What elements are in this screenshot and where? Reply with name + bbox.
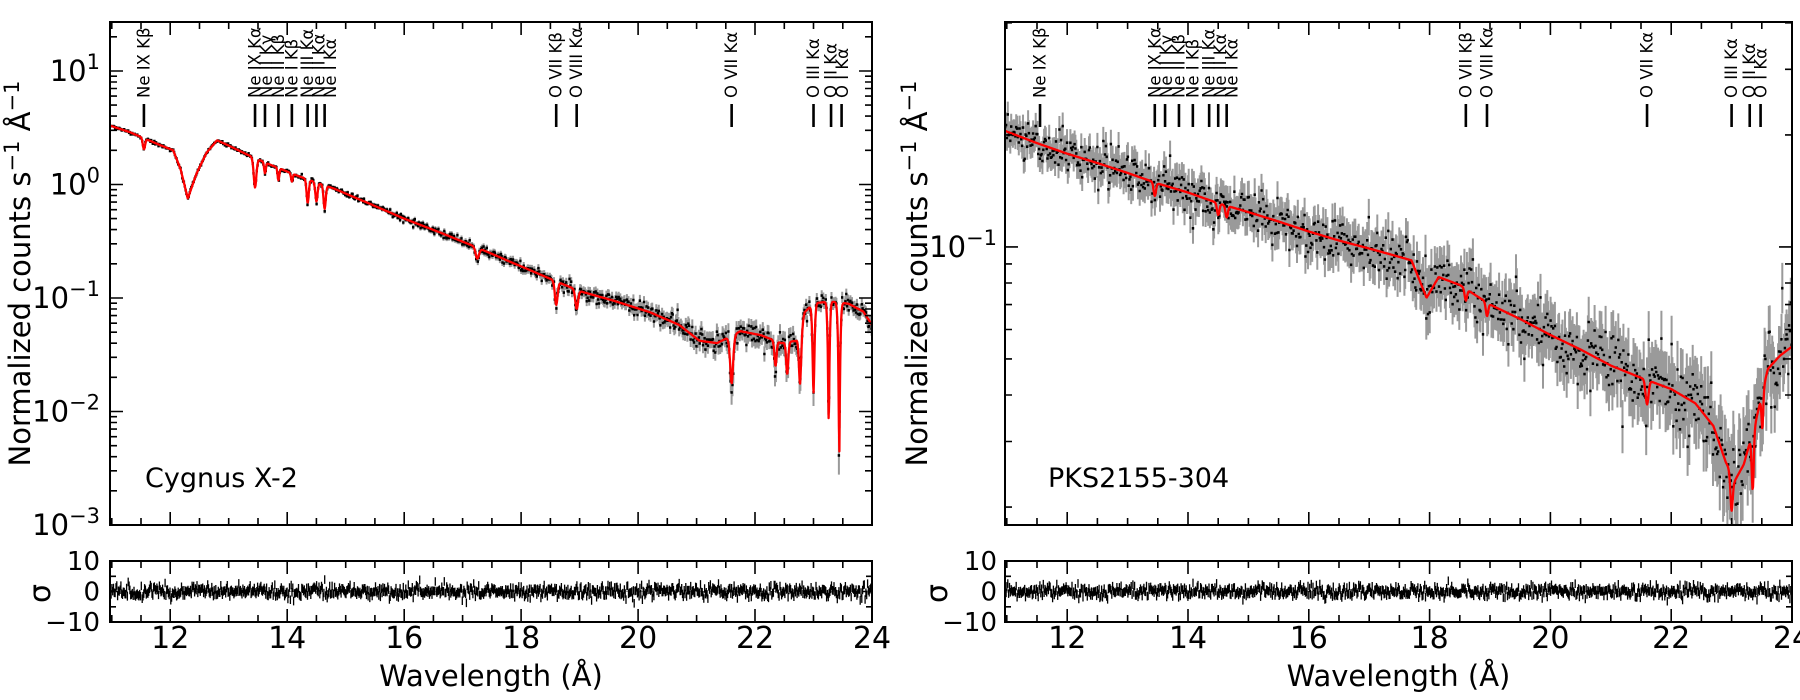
line-annotation-label: O VII Kα [722,32,741,98]
line-annotation-label: Ne II Kγ [1157,34,1176,98]
line-annotation-label: Ne IX Kα [1145,27,1164,98]
line-annotation-label: O I Kα [1752,48,1771,98]
y-tick-label: 10−1 [32,277,100,315]
line-annotation-label: Ne I Kβ [1183,39,1202,98]
line-annotation-label: Ne III Kα [1200,29,1219,98]
source-label: PKS2155-304 [1048,463,1229,494]
x-tick-label: 22 [1652,621,1690,656]
line-annotation-label: Ne II Kα [310,33,329,98]
axis-frame [1004,21,1793,526]
line-annotation-label: O VIII Kα [567,27,586,98]
source-label: Cygnus X-2 [145,463,298,494]
x-tick-label: 16 [385,621,423,656]
line-annotation-label: O VIII Kα [1477,27,1496,98]
line-annotation-label: O II Kα [1740,43,1759,98]
line-annotation-label: Ne I Kβ [282,39,301,98]
x-tick-label: 20 [1531,621,1569,656]
residuals-band [1005,576,1792,606]
model-line [1005,129,1792,512]
sigma-tick-label: 10 [964,547,997,577]
sigma-tick-label: 0 [980,578,997,608]
observed-errorbars [110,125,872,475]
axis-ticks [110,22,873,623]
sigma-axis-label: σ [23,584,58,603]
observed-points [110,124,872,457]
x-tick-label: 24 [1773,621,1800,656]
x-tick-label: 14 [268,621,306,656]
y-tick-label: 10−1 [929,226,997,264]
line-annotation-label: Ne III Kα [298,29,317,98]
x-axis-label: Wavelength (Å) [1287,659,1511,693]
line-annotation-label: Ne II Kβ [269,34,288,98]
residual-frame [109,560,873,623]
x-tick-label: 24 [853,621,891,656]
panel-cygnus-x2: 101 100 10−1 10−2 10−3 12 14 16 18 20 22 24 Waveleng… [0,21,891,693]
line-annotation-label: Ne II Kα [1211,33,1230,98]
line-annotation-label: Ne IX Kβ [134,27,153,98]
y-tick-label: 101 [50,50,100,88]
x-axis-label: Wavelength (Å) [379,659,603,693]
axis-frame [109,21,873,526]
line-annotation-label: O VII Kβ [1456,32,1475,98]
x-tick-label: 12 [151,621,189,656]
model-line [110,124,872,453]
line-annotation-label: O VII Kβ [547,32,566,98]
line-annotation-label: Ne I Kα [321,38,340,98]
panel-pks2155-304: 10−1 12 14 16 18 20 22 24 Wavelength (Å) Normaliz… [897,21,1800,693]
x-tick-label: 18 [502,621,540,656]
y-tick-label: 100 [50,163,100,201]
line-annotation-label: O II Kα [822,43,841,98]
x-tick-label: 18 [1411,621,1449,656]
axis-ticks [1005,22,1793,623]
residuals-band [110,575,872,608]
line-annotation-label: Ne IX Kα [246,27,265,98]
line-annotation-label: O I Kα [833,48,852,98]
sigma-tick-label: 0 [83,578,100,608]
observed-errorbars [1005,101,1792,525]
y-axis-label: Normalized counts s−1 Å−1 [897,81,934,467]
residual-frame [1004,560,1793,623]
x-tick-label: 12 [1048,621,1086,656]
x-tick-label: 16 [1290,621,1328,656]
y-axis-label: Normalized counts s−1 Å−1 [0,81,37,467]
sigma-axis-label: σ [920,584,955,603]
line-annotation-label: Ne II Kβ [1169,34,1188,98]
y-tick-label: 10−2 [32,390,100,428]
sigma-tick-label: 10 [67,547,100,577]
line-annotation-label: O III Kα [1722,38,1741,98]
x-tick-label: 14 [1169,621,1207,656]
x-tick-label: 20 [619,621,657,656]
sigma-tick-label: −10 [45,608,100,638]
y-tick-label: 10−3 [32,504,100,542]
line-annotation-label: O III Kα [804,38,823,98]
sigma-tick-label: −10 [942,608,997,638]
line-annotation-label: Ne I Kα [1223,38,1242,98]
line-annotation-label: O VII Kα [1638,32,1657,98]
line-annotation-label: Ne IX Kβ [1031,27,1050,98]
x-tick-label: 22 [736,621,774,656]
line-annotation-label: Ne II Kγ [257,34,276,98]
